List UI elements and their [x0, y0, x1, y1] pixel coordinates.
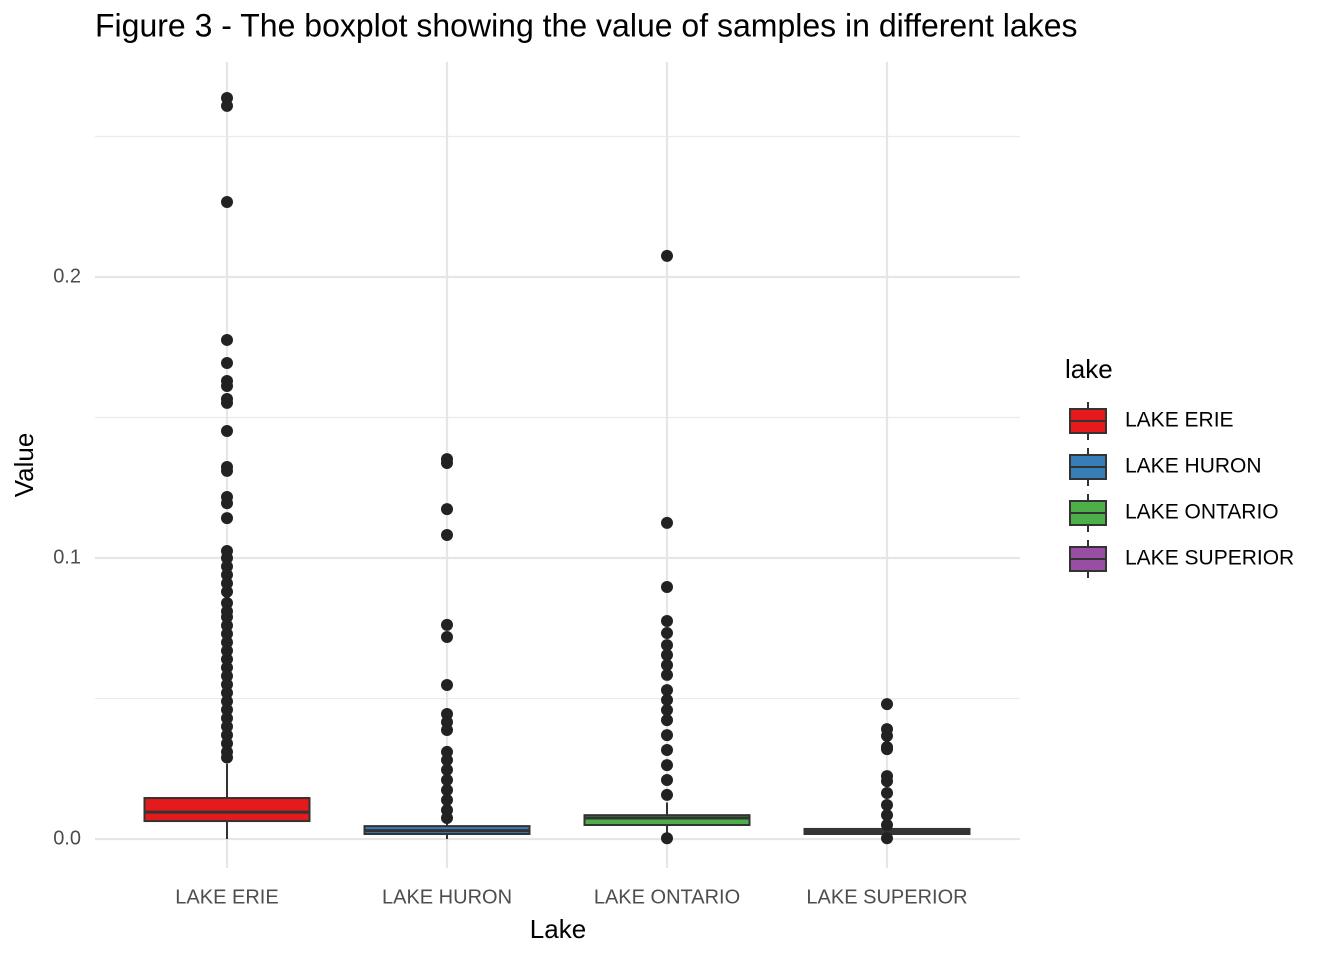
legend-title: lake [1065, 354, 1113, 384]
outlier [661, 832, 673, 845]
outlier [221, 596, 233, 609]
outlier [441, 630, 453, 643]
outlier [221, 585, 233, 598]
outlier [221, 333, 233, 346]
outlier [441, 784, 453, 797]
outlier [881, 819, 893, 832]
outlier [221, 695, 233, 708]
outlier [221, 356, 233, 369]
outlier [661, 788, 673, 801]
outlier [441, 528, 453, 541]
outlier [441, 793, 453, 806]
outlier [221, 577, 233, 590]
outlier [881, 698, 893, 711]
outlier [221, 712, 233, 725]
chart-title: Figure 3 - The boxplot showing the value… [95, 7, 1077, 43]
outlier [661, 648, 673, 661]
outlier [441, 679, 453, 692]
outlier [661, 729, 673, 742]
legend-label: LAKE ERIE [1125, 409, 1234, 432]
outlier [441, 618, 453, 631]
outlier [221, 686, 233, 699]
outlier [881, 809, 893, 822]
outlier [221, 737, 233, 750]
outlier [661, 714, 673, 727]
outlier [441, 763, 453, 776]
y-tick-label: 0.2 [53, 265, 81, 287]
y-tick-label: 0.0 [53, 827, 81, 849]
outlier [221, 703, 233, 716]
legend-label: LAKE SUPERIOR [1125, 547, 1294, 570]
outlier [441, 457, 453, 470]
outlier [881, 743, 893, 756]
outlier [221, 720, 233, 733]
outlier [661, 639, 673, 652]
outlier [661, 684, 673, 697]
legend-label: LAKE ONTARIO [1125, 501, 1279, 524]
outlier [221, 560, 233, 573]
x-axis-label: Lake [530, 914, 586, 944]
outlier [221, 424, 233, 437]
outlier [221, 729, 233, 742]
box [583, 814, 751, 827]
outlier [661, 774, 673, 787]
outlier [221, 751, 233, 764]
outlier [661, 580, 673, 593]
outlier [881, 799, 893, 812]
outlier [221, 464, 233, 477]
outlier [661, 693, 673, 706]
outlier [661, 627, 673, 640]
outlier [661, 659, 673, 672]
outlier [221, 644, 233, 657]
outlier [661, 249, 673, 262]
outlier [221, 512, 233, 525]
outlier [221, 552, 233, 565]
outlier [221, 195, 233, 208]
outlier [221, 636, 233, 649]
outlier [881, 786, 893, 799]
outlier [881, 775, 893, 788]
outlier [221, 380, 233, 393]
y-tick-label: 0.1 [53, 546, 81, 568]
outlier [441, 503, 453, 516]
x-tick-label: LAKE SUPERIOR [806, 886, 967, 908]
outlier [221, 568, 233, 581]
outlier [661, 759, 673, 772]
outlier [661, 516, 673, 529]
outlier [441, 754, 453, 767]
legend-label: LAKE HURON [1125, 455, 1262, 478]
box [143, 797, 311, 823]
outlier [221, 497, 233, 510]
outlier [881, 729, 893, 742]
outlier [221, 627, 233, 640]
outlier [221, 670, 233, 683]
x-tick-label: LAKE ERIE [175, 886, 278, 908]
outlier [221, 653, 233, 666]
outlier [441, 774, 453, 787]
y-axis-label: Value [9, 433, 39, 498]
outlier [661, 614, 673, 627]
outlier [441, 811, 453, 824]
outlier [221, 678, 233, 691]
outlier [661, 743, 673, 756]
x-tick-label: LAKE ONTARIO [594, 886, 740, 908]
outlier [221, 396, 233, 409]
outlier [441, 724, 453, 737]
outlier [661, 704, 673, 717]
outlier [221, 661, 233, 674]
outlier [661, 668, 673, 681]
outlier [221, 611, 233, 624]
outlier [221, 99, 233, 112]
outlier [221, 619, 233, 632]
x-tick-label: LAKE HURON [382, 886, 512, 908]
outlier [881, 832, 893, 845]
